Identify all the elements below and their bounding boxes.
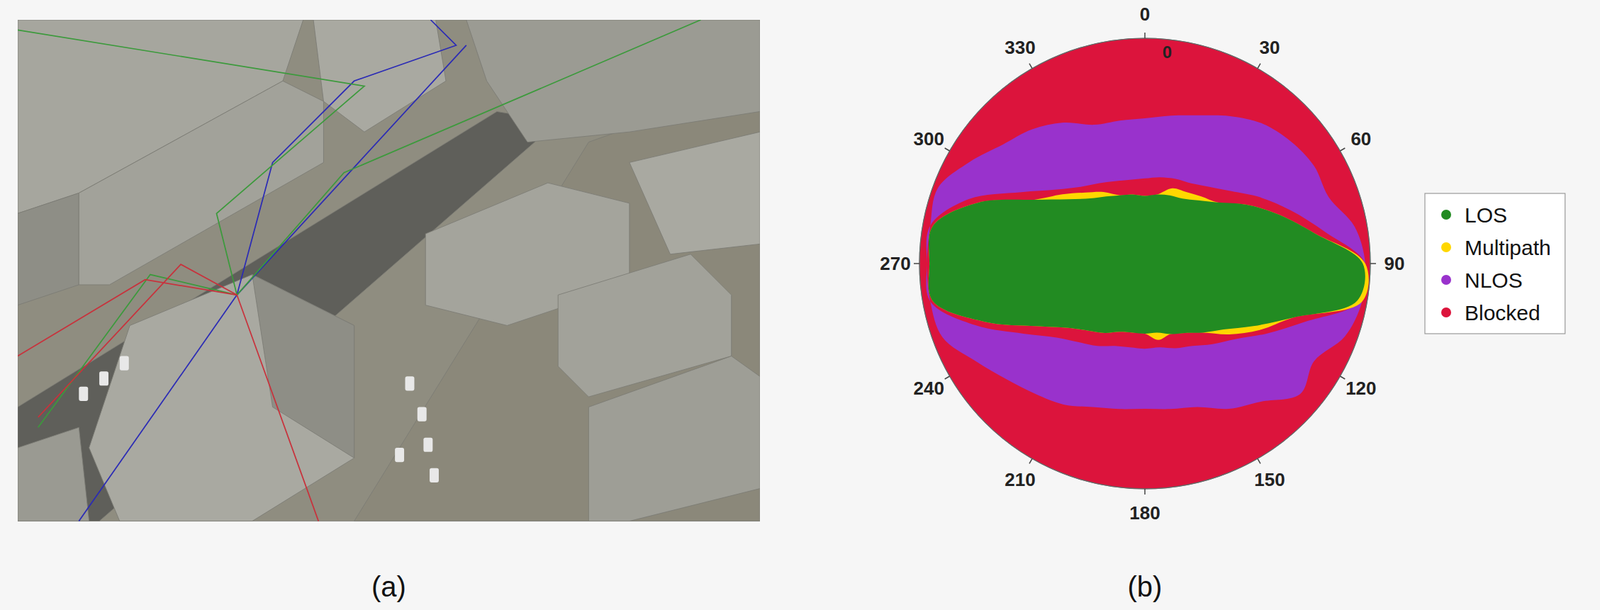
car xyxy=(405,376,415,391)
building xyxy=(313,19,446,132)
theta-tick-label: 90 xyxy=(1384,253,1406,275)
theta-tick-label: 60 xyxy=(1350,128,1372,150)
theta-tick-label: 180 xyxy=(1129,502,1160,524)
theta-tick xyxy=(1370,263,1376,265)
legend-marker xyxy=(1441,209,1452,220)
panel-label: (b) xyxy=(1127,571,1163,603)
building xyxy=(588,356,760,522)
car xyxy=(78,387,88,402)
ray-path xyxy=(17,280,237,357)
legend-marker xyxy=(1441,275,1452,285)
ray-path xyxy=(78,294,237,522)
car xyxy=(429,468,439,483)
car xyxy=(119,356,130,371)
car xyxy=(423,438,433,453)
polar-marks xyxy=(919,38,1371,490)
building xyxy=(466,19,760,143)
aerial-area xyxy=(354,80,760,522)
theta-tick-label: 120 xyxy=(1345,377,1376,400)
ground xyxy=(17,19,760,522)
car xyxy=(99,371,109,386)
theta-tick xyxy=(1257,63,1261,69)
theta-tick xyxy=(1257,458,1261,464)
legend: LOS Multipath NLOS Blocked xyxy=(1424,193,1566,334)
theta-tick xyxy=(944,148,950,151)
polar-plot: 00 30 60 90 120 150 180 210 240 270 300 330 xyxy=(879,3,1405,524)
car xyxy=(394,448,405,463)
building xyxy=(89,275,355,522)
ray-path xyxy=(236,45,467,295)
theta-tick-label: 150 xyxy=(1254,469,1285,491)
ray-path xyxy=(236,294,319,522)
building xyxy=(629,131,760,255)
theta-tick-label: 210 xyxy=(1004,469,1036,491)
panel-label: (a) xyxy=(371,571,407,603)
legend-label: LOS xyxy=(1464,203,1508,227)
theta-tick xyxy=(1339,148,1345,151)
figure: (a) 00 30 60 90 120 150 180 210 240 270 300 330 (b) LO… xyxy=(0,0,1600,610)
building-side xyxy=(252,275,355,459)
region-los xyxy=(928,194,1366,335)
ray-path xyxy=(38,264,237,418)
car xyxy=(417,407,427,422)
region-nlos xyxy=(925,115,1367,410)
theta-tick-label: 330 xyxy=(1004,36,1036,59)
region-blocked xyxy=(919,38,1371,490)
theta-tick-label: 30 xyxy=(1259,36,1281,59)
building xyxy=(17,427,90,522)
theta-tick-label: 300 xyxy=(913,128,944,150)
legend-label: NLOS xyxy=(1464,268,1523,293)
theta-tick xyxy=(1144,32,1146,39)
city-panel xyxy=(17,19,760,522)
legend-label: Multipath xyxy=(1464,236,1552,260)
theta-tick xyxy=(913,263,920,265)
r-tick-label: 0 xyxy=(1162,42,1172,62)
legend-marker xyxy=(1441,242,1452,253)
ray-path xyxy=(17,29,365,295)
ray-path xyxy=(236,19,701,295)
theta-tick xyxy=(944,376,950,380)
theta-tick-label: 270 xyxy=(879,253,911,275)
ray-path xyxy=(236,19,456,295)
legend-box xyxy=(1424,193,1566,334)
legend-marker xyxy=(1441,307,1452,318)
theta-tick xyxy=(1339,376,1345,380)
theta-tick xyxy=(1144,489,1146,495)
ray-path xyxy=(38,275,237,429)
building-side xyxy=(17,192,79,305)
r-grid xyxy=(919,38,1371,490)
theta-tick xyxy=(1029,63,1033,69)
theta-tick-label: 240 xyxy=(913,377,944,400)
theta-tick xyxy=(1029,458,1033,464)
legend-label: Blocked xyxy=(1464,301,1541,325)
polar-domain xyxy=(919,38,1371,490)
theta-tick-label: 0 xyxy=(1139,3,1150,25)
building xyxy=(78,80,324,285)
region-multipath xyxy=(928,188,1369,341)
